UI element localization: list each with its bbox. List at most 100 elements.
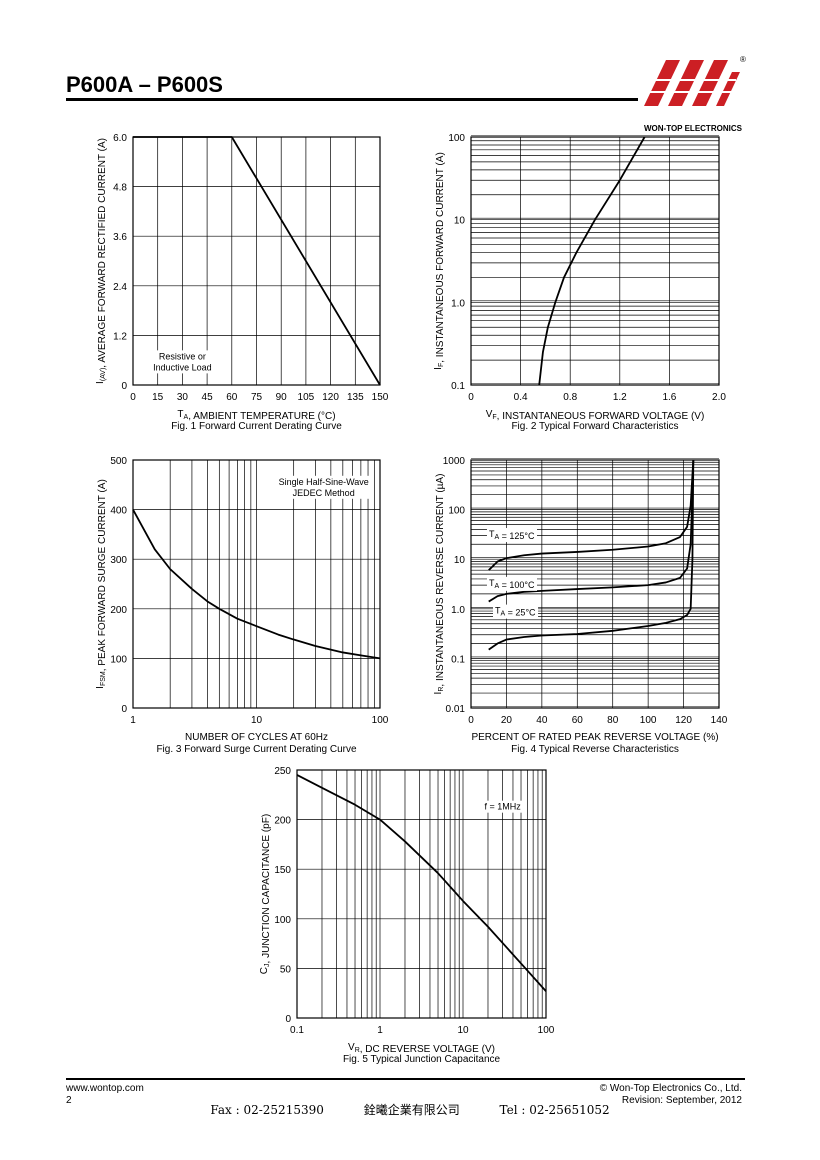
fig3-ytick-label: 200: [110, 605, 127, 616]
fig1-ytick-label: 1.2: [113, 331, 127, 342]
fig5-ytick-label: 0: [285, 1014, 291, 1025]
footer-copyright: © Won-Top Electronics Co., Ltd.: [599, 1083, 742, 1094]
fig1-ytick-label: 6.0: [113, 133, 127, 144]
fig4-annotation-1: TA = 125°C: [486, 528, 538, 543]
fig4-xtick-label: 40: [536, 715, 548, 726]
fig1-plot-frame: [132, 136, 381, 386]
fig4-xtick-label: 100: [640, 715, 657, 726]
fig4-annotation-bg: [493, 604, 539, 619]
fig1-annotation-bg: [151, 350, 214, 374]
fig4-annotation-3: TA = 25°C: [493, 604, 539, 619]
fig5-plot-frame: [296, 769, 547, 1019]
fig1-xtick-label: 135: [347, 392, 364, 403]
fig2-caption: Fig. 2 Typical Forward Characteristics: [511, 421, 678, 432]
fig3-ylabel: IFSM, PEAK FORWARD SURGE CURRENT (A): [95, 479, 108, 689]
fig2-plot-frame: [470, 136, 720, 386]
fig3-xtick-label: 100: [372, 715, 389, 726]
fig3-xlabel: NUMBER OF CYCLES AT 60Hz: [185, 732, 328, 743]
fig4-series-line-2: [488, 459, 695, 603]
fig1-annotation-text: Inductive Load: [153, 362, 212, 372]
fig4-ytick-label: 0.01: [446, 704, 466, 715]
fig4-annotation-bg: [486, 576, 538, 591]
fig2-xtick-label: 0.4: [514, 392, 528, 403]
footer-company: 銓曦企業有限公司: [363, 1103, 460, 1117]
fig1-xlabel: TA, AMBIENT TEMPERATURE (°C): [177, 409, 335, 422]
fig5-ylabel: CJ, JUNCTION CAPACITANCE (pF): [259, 814, 272, 974]
fig4-xtick-label: 60: [572, 715, 584, 726]
fig3-ytick-label: 100: [110, 654, 127, 665]
fig2-grid: [470, 135, 720, 386]
fig1-ytick-label: 3.6: [113, 232, 127, 243]
fig3-xtick-label: 10: [251, 715, 263, 726]
fig4-xtick-label: 120: [675, 715, 692, 726]
fig5-annotation-1: f = 1MHz: [482, 800, 524, 813]
fig1-ytick-label: 4.8: [113, 183, 127, 194]
fig5-xtick-label: 10: [457, 1025, 469, 1036]
fig4-ytick-label: 10: [454, 555, 466, 566]
fig4-annotation-text: TA = 25°C: [495, 606, 536, 618]
fig2-xtick-label: 0: [468, 392, 474, 403]
fig5-xtick-label: 100: [538, 1025, 555, 1036]
fig2-series-line-1: [538, 136, 646, 386]
footer-contact: Fax : 02-25215390 銓曦企業有限公司 Tel : 02-2565…: [0, 1101, 820, 1118]
fig1-caption: Fig. 1 Forward Current Derating Curve: [171, 421, 342, 432]
fig4-xlabel: PERCENT OF RATED PEAK REVERSE VOLTAGE (%…: [471, 732, 718, 743]
fig4-xtick-label: 140: [711, 715, 728, 726]
fig3-annotation-text: JEDEC Method: [293, 488, 355, 498]
fig4-xtick-label: 0: [468, 715, 474, 726]
fig1-xtick-label: 30: [177, 392, 189, 403]
fig3-ytick-label: 0: [121, 704, 127, 715]
fig2-ytick-label: 1.0: [451, 298, 465, 309]
fig5-ytick-label: 250: [274, 766, 291, 777]
fig1-xtick-label: 90: [276, 392, 288, 403]
fig4-ytick-label: 100: [448, 506, 465, 517]
registered-mark: ®: [740, 55, 746, 64]
footer-fax: Fax : 02-25215390: [210, 1103, 324, 1117]
fig2-xtick-label: 1.2: [613, 392, 627, 403]
fig2-xtick-label: 0.8: [563, 392, 577, 403]
fig1-xtick-label: 75: [251, 392, 263, 403]
fig4-annotation-bg: [486, 528, 538, 543]
fig1-xtick-label: 60: [226, 392, 238, 403]
fig5-annotation-text: f = 1MHz: [484, 802, 521, 812]
fig5-xtick-label: 1: [377, 1025, 383, 1036]
fig4-annotation-text: TA = 125°C: [489, 529, 535, 541]
fig2-ylabel: IF, INSTANTANEOUS FORWARD CURRENT (A): [433, 152, 446, 370]
fig1-xtick-label: 15: [152, 392, 164, 403]
fig4-ytick-label: 0.1: [451, 654, 465, 665]
fig1-xtick-label: 120: [322, 392, 339, 403]
fig5-ytick-label: 100: [274, 915, 291, 926]
fig1-chart: 0 15 30 45 60 75 90 105 120 135 150 0 1.2 2.4 3.6 4.8 6.…: [95, 133, 389, 432]
footer-rule: [66, 1078, 745, 1080]
header-rule: [66, 98, 638, 101]
fig4-xtick-label: 80: [607, 715, 619, 726]
fig5-ytick-label: 200: [274, 816, 291, 827]
fig4-xtick-label: 20: [501, 715, 513, 726]
fig2-xtick-label: 1.6: [662, 392, 676, 403]
fig2-xlabel: VF, INSTANTANEOUS FORWARD VOLTAGE (V): [486, 409, 705, 422]
fig3-ytick-label: 400: [110, 506, 127, 517]
fig5-xlabel: VR, DC REVERSE VOLTAGE (V): [348, 1042, 495, 1055]
fig3-annotation-text: Single Half-Sine-Wave: [279, 477, 369, 487]
fig1-xtick-label: 105: [298, 392, 315, 403]
fig1-xtick-label: 150: [372, 392, 389, 403]
fig3-series-line-1: [132, 509, 381, 660]
fig4-caption: Fig. 4 Typical Reverse Characteristics: [511, 744, 679, 755]
fig5-chart: 0.1 1 10 100 0 50 100 150 200 250 VR, DC REVERSE V…: [259, 766, 555, 1065]
fig1-ylabel: I(AV), AVERAGE FORWARD RECTIFIED CURRENT…: [95, 138, 108, 384]
fig2-ytick-label: 100: [448, 133, 465, 144]
footer-website: www.wontop.com: [66, 1083, 144, 1094]
fig1-grid: [132, 136, 381, 386]
fig5-series-line-1: [296, 774, 547, 992]
fig3-ytick-label: 500: [110, 456, 127, 467]
fig2-ytick-label: 0.1: [451, 381, 465, 392]
fig4-series-line-1: [488, 459, 695, 571]
fig4-ylabel: IR, INSTANTANEOUS REVERSE CURRENT (µA): [433, 474, 446, 695]
fig2-ytick-label: 10: [454, 216, 466, 227]
fig5-caption: Fig. 5 Typical Junction Capacitance: [343, 1054, 501, 1065]
fig3-xtick-label: 1: [130, 715, 136, 726]
fig5-ytick-label: 50: [280, 964, 292, 975]
fig1-xtick-label: 0: [130, 392, 136, 403]
fig4-plot-frame: [470, 459, 720, 709]
